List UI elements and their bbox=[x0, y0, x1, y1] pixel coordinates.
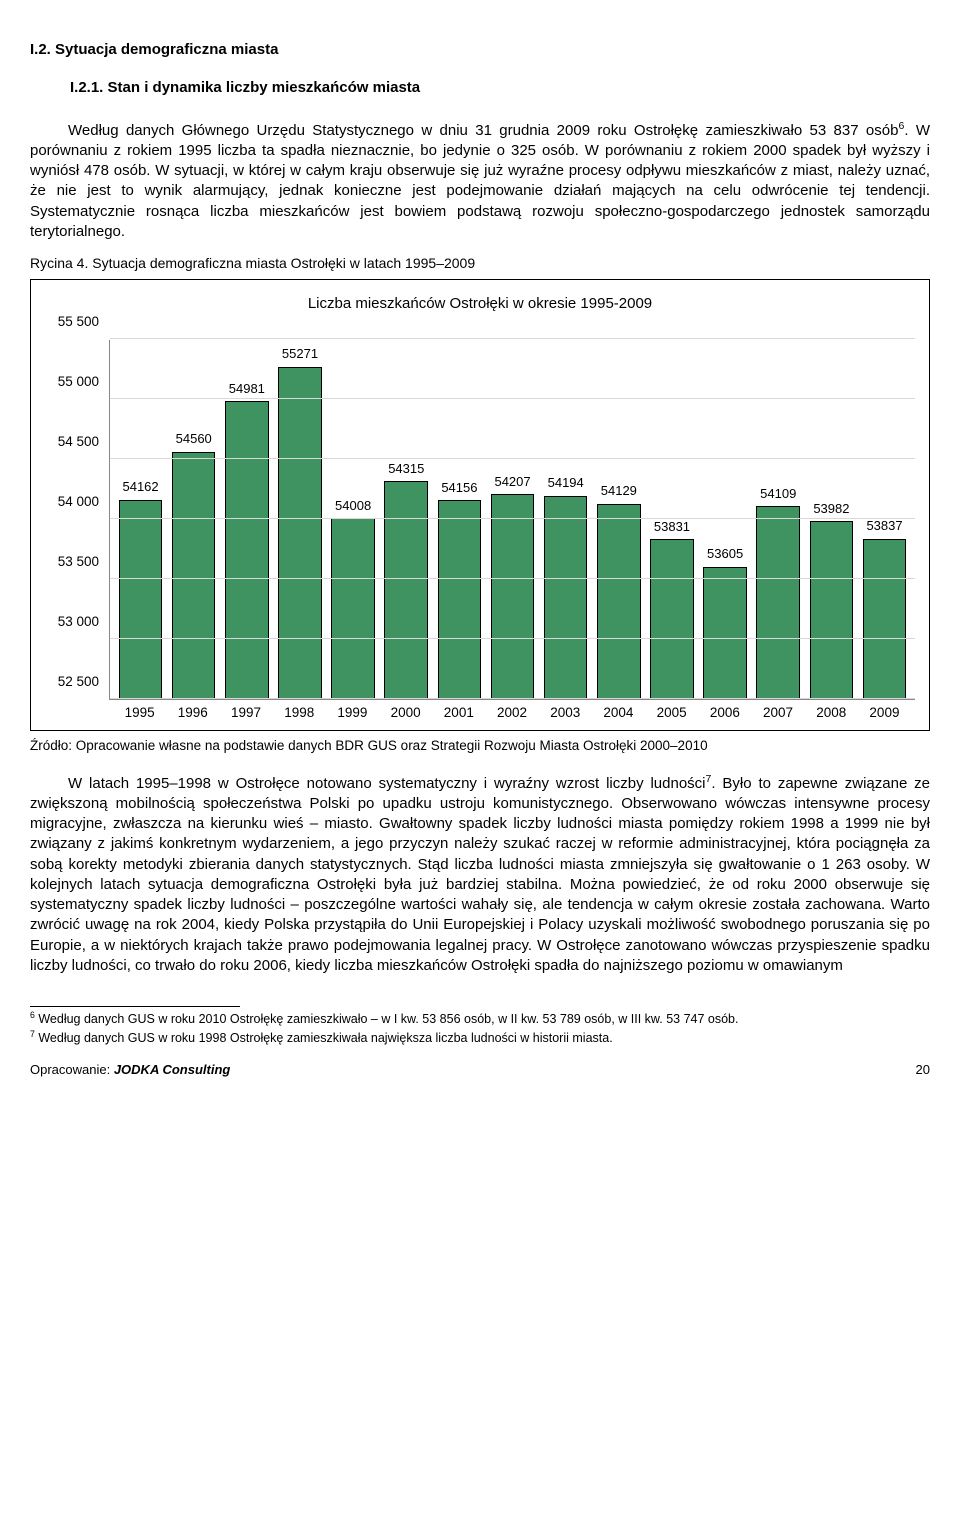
footnote-separator bbox=[30, 1006, 240, 1007]
bar-slot: 54194 bbox=[539, 340, 592, 699]
x-tick-label: 1997 bbox=[219, 704, 272, 722]
bar-value-label: 55271 bbox=[282, 345, 318, 363]
chart-bars: 54162 54560 54981 55271 54008 54315 54156 54207… bbox=[110, 340, 915, 699]
bar-value-label: 54129 bbox=[601, 482, 637, 500]
bar-slot: 54162 bbox=[114, 340, 167, 699]
x-tick-label: 2001 bbox=[432, 704, 485, 722]
bar-value-label: 53605 bbox=[707, 545, 743, 563]
bar bbox=[703, 567, 747, 700]
x-tick-label: 2006 bbox=[698, 704, 751, 722]
bar-slot: 54981 bbox=[220, 340, 273, 699]
paragraph-1: Według danych Głównego Urzędu Statystycz… bbox=[30, 119, 930, 243]
bar bbox=[225, 401, 269, 699]
bar-slot: 54207 bbox=[486, 340, 539, 699]
y-tick-label: 55 000 bbox=[58, 373, 99, 391]
page-number: 20 bbox=[916, 1061, 930, 1079]
chart-title: Liczba mieszkańców Ostrołęki w okresie 1… bbox=[45, 294, 915, 314]
bar bbox=[597, 504, 641, 699]
y-tick-label: 55 500 bbox=[58, 313, 99, 331]
bar-value-label: 53982 bbox=[813, 500, 849, 518]
x-tick-label: 2005 bbox=[645, 704, 698, 722]
footer-left: Opracowanie: JODKA Consulting bbox=[30, 1061, 230, 1079]
bar-slot: 53831 bbox=[645, 340, 698, 699]
bar-value-label: 53837 bbox=[866, 517, 902, 535]
x-tick-label: 1996 bbox=[166, 704, 219, 722]
bar-slot: 53982 bbox=[805, 340, 858, 699]
bar-value-label: 54156 bbox=[441, 479, 477, 497]
subsection-heading: I.2.1. Stan i dynamika liczby mieszkańcó… bbox=[70, 78, 930, 98]
bar bbox=[278, 367, 322, 700]
bar-slot: 54008 bbox=[327, 340, 380, 699]
bar-slot: 54156 bbox=[433, 340, 486, 699]
grid-line bbox=[110, 338, 915, 339]
bar-slot: 53605 bbox=[699, 340, 752, 699]
x-tick-label: 1999 bbox=[326, 704, 379, 722]
x-tick-label: 2000 bbox=[379, 704, 432, 722]
y-tick-label: 53 000 bbox=[58, 613, 99, 631]
bar-slot: 53837 bbox=[858, 340, 911, 699]
x-tick-label: 1995 bbox=[113, 704, 166, 722]
x-tick-label: 2008 bbox=[805, 704, 858, 722]
chart-source: Źródło: Opracowanie własne na podstawie … bbox=[30, 737, 930, 755]
bar-value-label: 54109 bbox=[760, 485, 796, 503]
bar bbox=[119, 500, 163, 699]
page-footer: Opracowanie: JODKA Consulting 20 bbox=[30, 1061, 930, 1079]
bar-slot: 55271 bbox=[273, 340, 326, 699]
bar-value-label: 54194 bbox=[548, 474, 584, 492]
footnote-6: 6 Według danych GUS w roku 2010 Ostrołęk… bbox=[30, 1010, 930, 1027]
x-tick-label: 2003 bbox=[539, 704, 592, 722]
bar-value-label: 53831 bbox=[654, 518, 690, 536]
x-tick-label: 2002 bbox=[485, 704, 538, 722]
chart-plot: 54162 54560 54981 55271 54008 54315 54156 54207… bbox=[109, 340, 915, 700]
figure-caption: Rycina 4. Sytuacja demograficzna miasta … bbox=[30, 254, 930, 273]
bar-value-label: 54008 bbox=[335, 497, 371, 515]
bar bbox=[863, 539, 907, 699]
bar bbox=[172, 452, 216, 699]
section-heading: I.2. Sytuacja demograficzna miasta bbox=[30, 40, 930, 60]
bar-value-label: 54315 bbox=[388, 460, 424, 478]
bar-slot: 54109 bbox=[752, 340, 805, 699]
y-tick-label: 54 500 bbox=[58, 433, 99, 451]
paragraph-2: W latach 1995–1998 w Ostrołęce notowano … bbox=[30, 772, 930, 977]
bar bbox=[384, 481, 428, 699]
y-axis: 52 50053 00053 50054 00054 50055 00055 5… bbox=[45, 340, 105, 700]
bar bbox=[544, 496, 588, 699]
x-tick-label: 2009 bbox=[858, 704, 911, 722]
x-tick-label: 2007 bbox=[751, 704, 804, 722]
y-tick-label: 53 500 bbox=[58, 553, 99, 571]
footnote-7: 7 Według danych GUS w roku 1998 Ostrołęk… bbox=[30, 1029, 930, 1046]
bar bbox=[810, 521, 854, 699]
x-tick-label: 2004 bbox=[592, 704, 645, 722]
x-axis-labels: 1995199619971998199920002001200220032004… bbox=[109, 700, 915, 722]
bar-value-label: 54560 bbox=[176, 430, 212, 448]
bar-slot: 54315 bbox=[380, 340, 433, 699]
bar-slot: 54560 bbox=[167, 340, 220, 699]
bar-slot: 54129 bbox=[592, 340, 645, 699]
bar bbox=[331, 518, 375, 699]
bar bbox=[438, 500, 482, 699]
bar-value-label: 54981 bbox=[229, 380, 265, 398]
x-tick-label: 1998 bbox=[273, 704, 326, 722]
y-tick-label: 54 000 bbox=[58, 493, 99, 511]
bar bbox=[650, 539, 694, 699]
bar-value-label: 54207 bbox=[494, 473, 530, 491]
bar-value-label: 54162 bbox=[122, 478, 158, 496]
bar bbox=[756, 506, 800, 699]
chart-container: Liczba mieszkańców Ostrołęki w okresie 1… bbox=[30, 279, 930, 731]
y-tick-label: 52 500 bbox=[58, 673, 99, 691]
chart-body: 52 50053 00053 50054 00054 50055 00055 5… bbox=[45, 340, 915, 722]
bar bbox=[491, 494, 535, 699]
